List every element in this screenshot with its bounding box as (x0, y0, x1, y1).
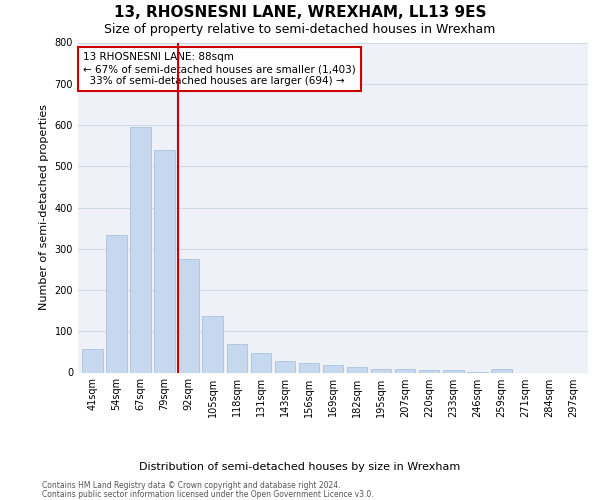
Bar (491, 369, 512, 372)
Bar (227, 344, 247, 372)
Bar (251, 352, 271, 372)
Text: 13, RHOSNESNI LANE, WREXHAM, LL13 9ES: 13, RHOSNESNI LANE, WREXHAM, LL13 9ES (114, 5, 486, 20)
Bar (443, 370, 464, 372)
Text: Size of property relative to semi-detached houses in Wrexham: Size of property relative to semi-detach… (104, 22, 496, 36)
Text: 13 RHOSNESNI LANE: 88sqm
← 67% of semi-detached houses are smaller (1,403)
  33%: 13 RHOSNESNI LANE: 88sqm ← 67% of semi-d… (83, 52, 356, 86)
Text: Contains public sector information licensed under the Open Government Licence v3: Contains public sector information licen… (42, 490, 374, 499)
Bar (299, 364, 319, 372)
Text: Contains HM Land Registry data © Crown copyright and database right 2024.: Contains HM Land Registry data © Crown c… (42, 481, 341, 490)
Bar (323, 366, 343, 372)
Bar (178, 259, 199, 372)
Bar (419, 370, 439, 372)
Text: Distribution of semi-detached houses by size in Wrexham: Distribution of semi-detached houses by … (139, 462, 461, 472)
Bar (154, 150, 175, 372)
Bar (275, 361, 295, 372)
Y-axis label: Number of semi-detached properties: Number of semi-detached properties (39, 104, 49, 310)
Bar (106, 235, 127, 372)
Bar (82, 349, 103, 372)
Bar (347, 366, 367, 372)
Bar (371, 369, 391, 372)
Bar (395, 369, 415, 372)
Bar (202, 316, 223, 372)
Bar (130, 126, 151, 372)
